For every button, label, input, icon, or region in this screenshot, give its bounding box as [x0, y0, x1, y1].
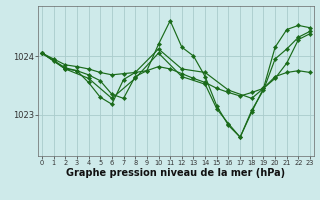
X-axis label: Graphe pression niveau de la mer (hPa): Graphe pression niveau de la mer (hPa) [67, 168, 285, 178]
